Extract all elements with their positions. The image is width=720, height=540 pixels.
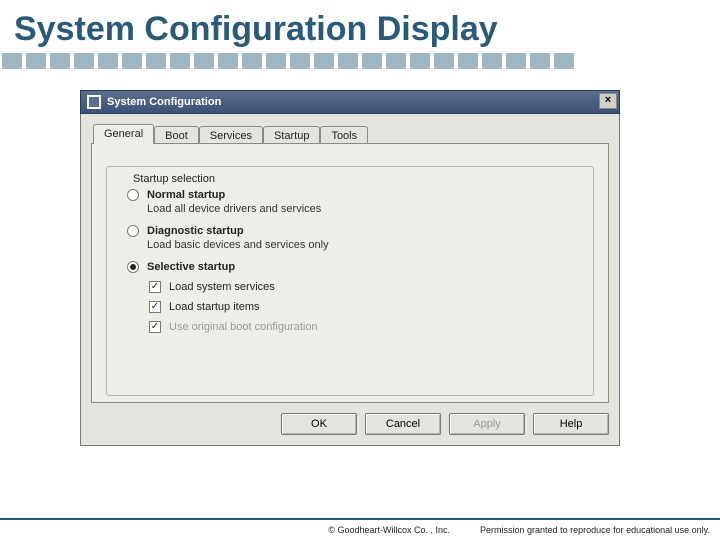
groupbox-label: Startup selection — [129, 173, 219, 185]
radio-label: Diagnostic startup — [147, 225, 244, 237]
decor-squares — [0, 53, 720, 69]
cancel-button[interactable]: Cancel — [365, 413, 441, 435]
radio-description: Load basic devices and services only — [147, 239, 579, 251]
copyright-text: © Goodheart-Willcox Co. , Inc. — [328, 525, 450, 535]
permission-text: Permission granted to reproduce for educ… — [480, 525, 710, 535]
dialog-buttons: OK Cancel Apply Help — [91, 413, 609, 435]
ok-button[interactable]: OK — [281, 413, 357, 435]
app-icon — [87, 95, 101, 109]
checkbox-row: Use original boot configuration — [149, 321, 579, 333]
radio-icon[interactable] — [127, 189, 139, 201]
checkbox-icon[interactable] — [149, 281, 161, 293]
checkbox-icon — [149, 321, 161, 333]
tab-strip: GeneralBootServicesStartupTools — [91, 124, 609, 144]
checkbox-label: Load system services — [169, 281, 275, 293]
radio-icon[interactable] — [127, 261, 139, 273]
tab-panel-general: Startup selection Normal startup Load all… — [91, 143, 609, 403]
titlebar: System Configuration × — [80, 90, 620, 114]
slide-footer: © Goodheart-Willcox Co. , Inc. Permissio… — [0, 518, 720, 540]
checkbox-label: Use original boot configuration — [169, 321, 318, 333]
msconfig-window: System Configuration × GeneralBootServic… — [80, 90, 620, 446]
apply-button[interactable]: Apply — [449, 413, 525, 435]
help-button[interactable]: Help — [533, 413, 609, 435]
radio-option[interactable]: Normal startup — [127, 189, 579, 201]
window-title: System Configuration — [107, 96, 221, 108]
radio-icon[interactable] — [127, 225, 139, 237]
radio-label: Normal startup — [147, 189, 225, 201]
dialog-body: GeneralBootServicesStartupTools Startup … — [80, 114, 620, 446]
radio-description: Load all device drivers and services — [147, 203, 579, 215]
radio-option[interactable]: Selective startup — [127, 261, 579, 273]
groupbox-startup-selection: Startup selection Normal startup Load all… — [106, 166, 594, 396]
radio-label: Selective startup — [147, 261, 235, 273]
checkbox-row[interactable]: Load system services — [149, 281, 579, 293]
slide-title: System Configuration Display — [0, 0, 720, 53]
checkbox-label: Load startup items — [169, 301, 260, 313]
radio-option[interactable]: Diagnostic startup — [127, 225, 579, 237]
close-button[interactable]: × — [599, 93, 617, 109]
tab-general[interactable]: General — [93, 124, 154, 144]
checkbox-row[interactable]: Load startup items — [149, 301, 579, 313]
checkbox-icon[interactable] — [149, 301, 161, 313]
